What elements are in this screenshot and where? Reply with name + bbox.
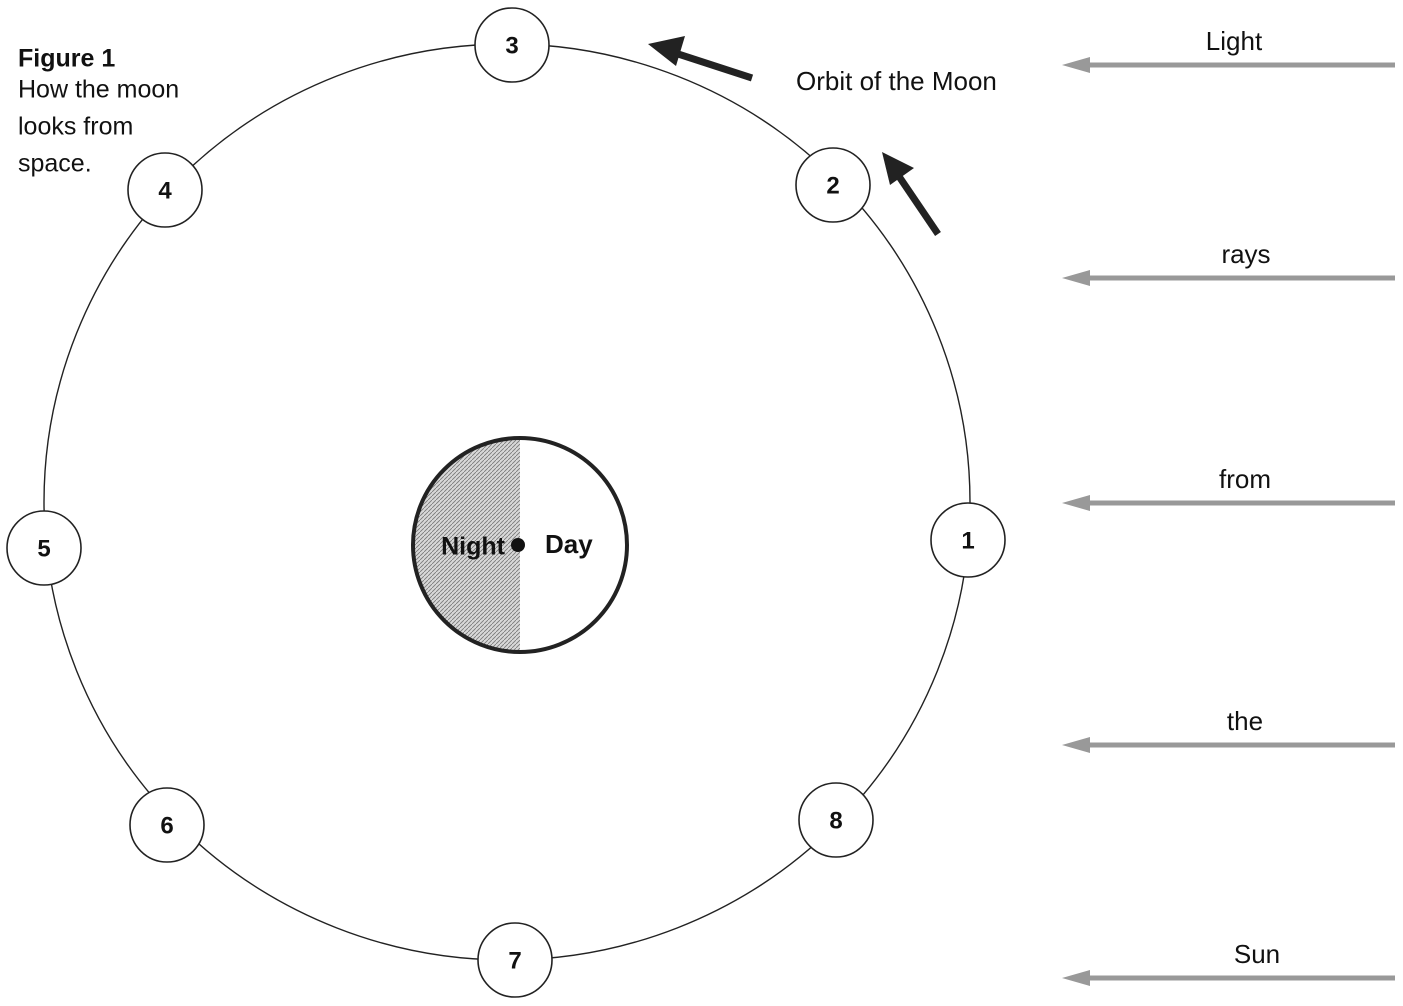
moon-number: 8	[829, 807, 842, 834]
ray-head	[1062, 970, 1090, 986]
ray-head	[1062, 737, 1090, 753]
orbit-label: Orbit of the Moon	[796, 66, 997, 96]
moon-number: 6	[160, 812, 173, 839]
day-label: Day	[545, 529, 593, 559]
page: Figure 1 How the moon looks from space. …	[0, 0, 1403, 1001]
moon-number: 3	[505, 32, 518, 59]
moon-number: 7	[508, 947, 521, 974]
moon: 4	[128, 153, 202, 227]
ray-word: from	[1219, 464, 1271, 494]
ray-word: Light	[1206, 26, 1263, 56]
light-ray: the	[1062, 706, 1395, 753]
ray-head	[1062, 57, 1090, 73]
caption-line: looks from	[18, 113, 133, 141]
light-ray: Light	[1062, 26, 1395, 73]
moon-phase-diagram: Figure 1 How the moon looks from space. …	[0, 0, 1403, 1001]
earth: Night Day	[413, 438, 627, 652]
light-ray: rays	[1062, 239, 1395, 286]
caption-line: How the moon	[18, 76, 179, 104]
ray-word: Sun	[1234, 939, 1280, 969]
moon: 3	[475, 8, 549, 82]
moon-number: 5	[37, 535, 50, 562]
ray-word: rays	[1221, 239, 1270, 269]
moon: 8	[799, 783, 873, 857]
moon: 2	[796, 148, 870, 222]
moon-number: 1	[961, 527, 974, 554]
moon: 6	[130, 788, 204, 862]
figure-title: Figure 1	[18, 45, 115, 73]
caption-line: space.	[18, 150, 92, 178]
night-label: Night	[441, 533, 506, 561]
ray-head	[1062, 495, 1090, 511]
moon: 7	[478, 923, 552, 997]
moon: 1	[931, 503, 1005, 577]
light-rays: Light rays from the Sun	[1062, 26, 1395, 986]
orbit-arrow	[882, 152, 938, 234]
moon-number: 2	[826, 172, 839, 199]
ray-head	[1062, 270, 1090, 286]
light-ray: from	[1062, 464, 1395, 511]
moon: 5	[7, 511, 81, 585]
ray-word: the	[1227, 706, 1263, 736]
moon-number: 4	[158, 177, 172, 204]
light-ray: Sun	[1062, 939, 1395, 986]
